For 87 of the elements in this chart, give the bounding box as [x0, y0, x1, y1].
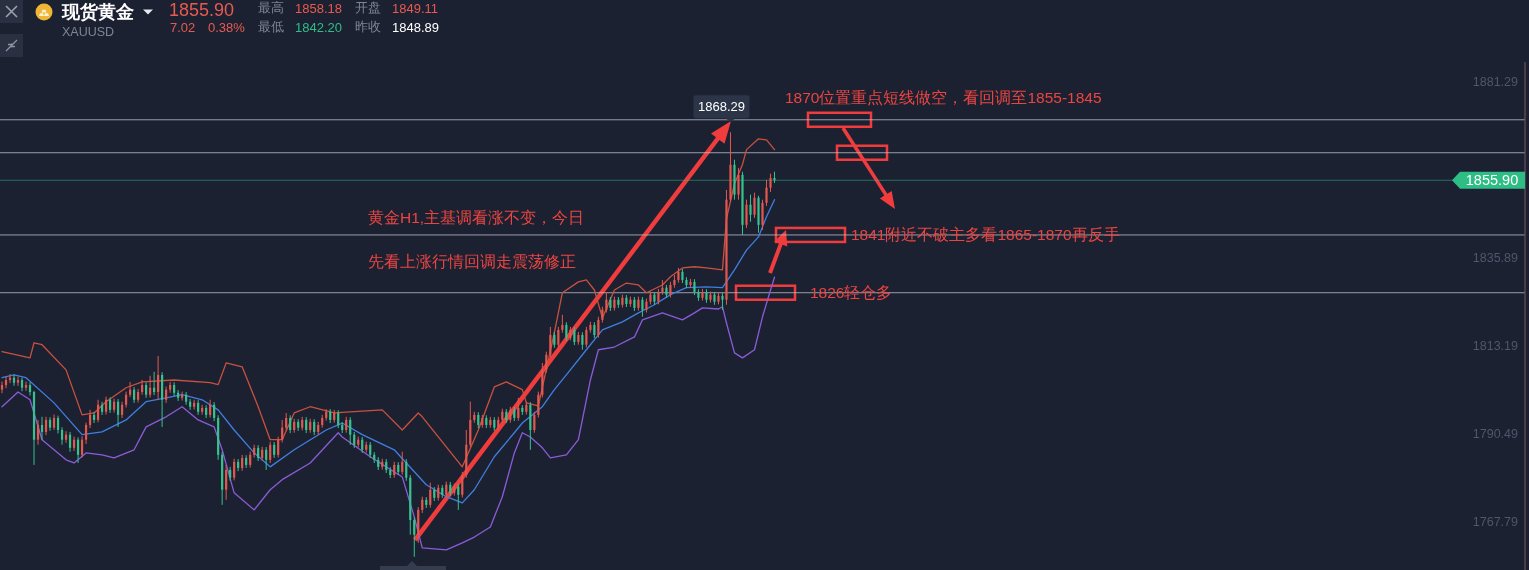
candlestick: [737, 167, 740, 201]
candlestick: [177, 389, 180, 402]
candlestick: [36, 419, 40, 446]
candlestick: [213, 401, 216, 422]
ref-line-label: 1855.90: [1465, 172, 1519, 189]
candlestick: [277, 436, 280, 459]
candlestick: [44, 416, 48, 436]
candlestick: [753, 192, 756, 219]
candlestick: [413, 516, 416, 558]
candlestick: [405, 458, 408, 482]
candlestick: [92, 411, 96, 424]
candlestick: [597, 316, 600, 339]
chart-title: 现货黄金: [61, 2, 134, 22]
candlestick: [96, 399, 100, 423]
text: 7.02: [170, 19, 196, 35]
candlestick: [605, 292, 608, 314]
candlestick: [749, 194, 752, 223]
annotation: 1841附近不破主多看1865-1870再反手: [851, 226, 1120, 244]
candlestick: [16, 375, 20, 387]
candlestick: [265, 446, 268, 471]
text: 最高: [258, 0, 284, 15]
line-series: [1, 138, 776, 468]
candlestick: [169, 381, 172, 394]
candlestick: [429, 482, 432, 509]
candlestick: [84, 422, 88, 445]
line-series: [1, 199, 776, 504]
candlestick: [769, 173, 772, 193]
candlestick: [88, 409, 92, 429]
candlestick: [60, 426, 64, 446]
text: 1848.89: [392, 19, 439, 35]
chart-subtitle: XAUUSD: [62, 25, 115, 39]
candlestick: [269, 441, 272, 464]
candlestick: [761, 199, 764, 231]
candlestick: [233, 458, 236, 481]
candlestick: [765, 179, 768, 207]
candlestick: [185, 391, 188, 406]
y-tick-label: 1767.79: [1472, 514, 1519, 529]
text: 1849.11: [392, 0, 439, 16]
candlestick: [205, 404, 208, 419]
candlestick: [100, 401, 104, 416]
candlestick: [40, 416, 44, 441]
text: 0.38%: [208, 19, 246, 35]
text: 1858.18: [295, 0, 342, 16]
candlestick: [225, 464, 228, 501]
candlestick: [28, 381, 32, 396]
candlestick: [116, 398, 120, 428]
candlestick: [24, 381, 28, 392]
annotation: 先看上涨行情回调走震荡修正: [368, 252, 576, 270]
candlestick: [517, 397, 520, 422]
candlestick: [557, 326, 560, 348]
candlestick: [149, 375, 152, 398]
candlestick: [461, 471, 464, 498]
candlestick: [585, 326, 588, 348]
candlestick: [533, 411, 536, 434]
candlestick: [76, 436, 80, 464]
text: 1855.90: [169, 0, 235, 20]
text: 1842.20: [295, 19, 342, 35]
candlestick: [641, 296, 644, 318]
candlestick: [549, 326, 552, 358]
y-tick-label: 1790.49: [1472, 426, 1519, 441]
annotation: 1870位置重点短线做空，看回调至1855-1845: [785, 88, 1102, 106]
candlestick: [189, 398, 192, 411]
candlestick: [537, 391, 540, 419]
candlestick: [349, 416, 352, 446]
candlestick: [4, 375, 8, 389]
annotation: 1868.29: [697, 99, 745, 115]
y-tick-label: 1835.89: [1472, 250, 1519, 265]
candlestick: [80, 435, 84, 459]
text: 昨收: [355, 20, 381, 34]
candlestick: [68, 431, 72, 453]
candlestick: [128, 381, 132, 398]
text: 开盘: [355, 1, 381, 15]
candlestick: [0, 381, 4, 394]
candlestick: [64, 430, 68, 444]
line-series: [1, 276, 776, 551]
candlestick: [140, 379, 144, 396]
candlestick: [565, 321, 568, 342]
annotation: 1826轻仓多: [810, 284, 893, 302]
annotation: 黄金H1,主基调看涨不变，今日: [368, 208, 585, 226]
candlestick: [401, 451, 404, 476]
candlestick: [12, 374, 16, 387]
candlestick: [281, 419, 284, 443]
candlestick: [545, 351, 548, 374]
y-tick-label: 1813.19: [1472, 338, 1519, 353]
candlestick: [745, 199, 748, 229]
y-tick-label: 1881.29: [1472, 74, 1519, 89]
text: 最低: [258, 20, 284, 34]
